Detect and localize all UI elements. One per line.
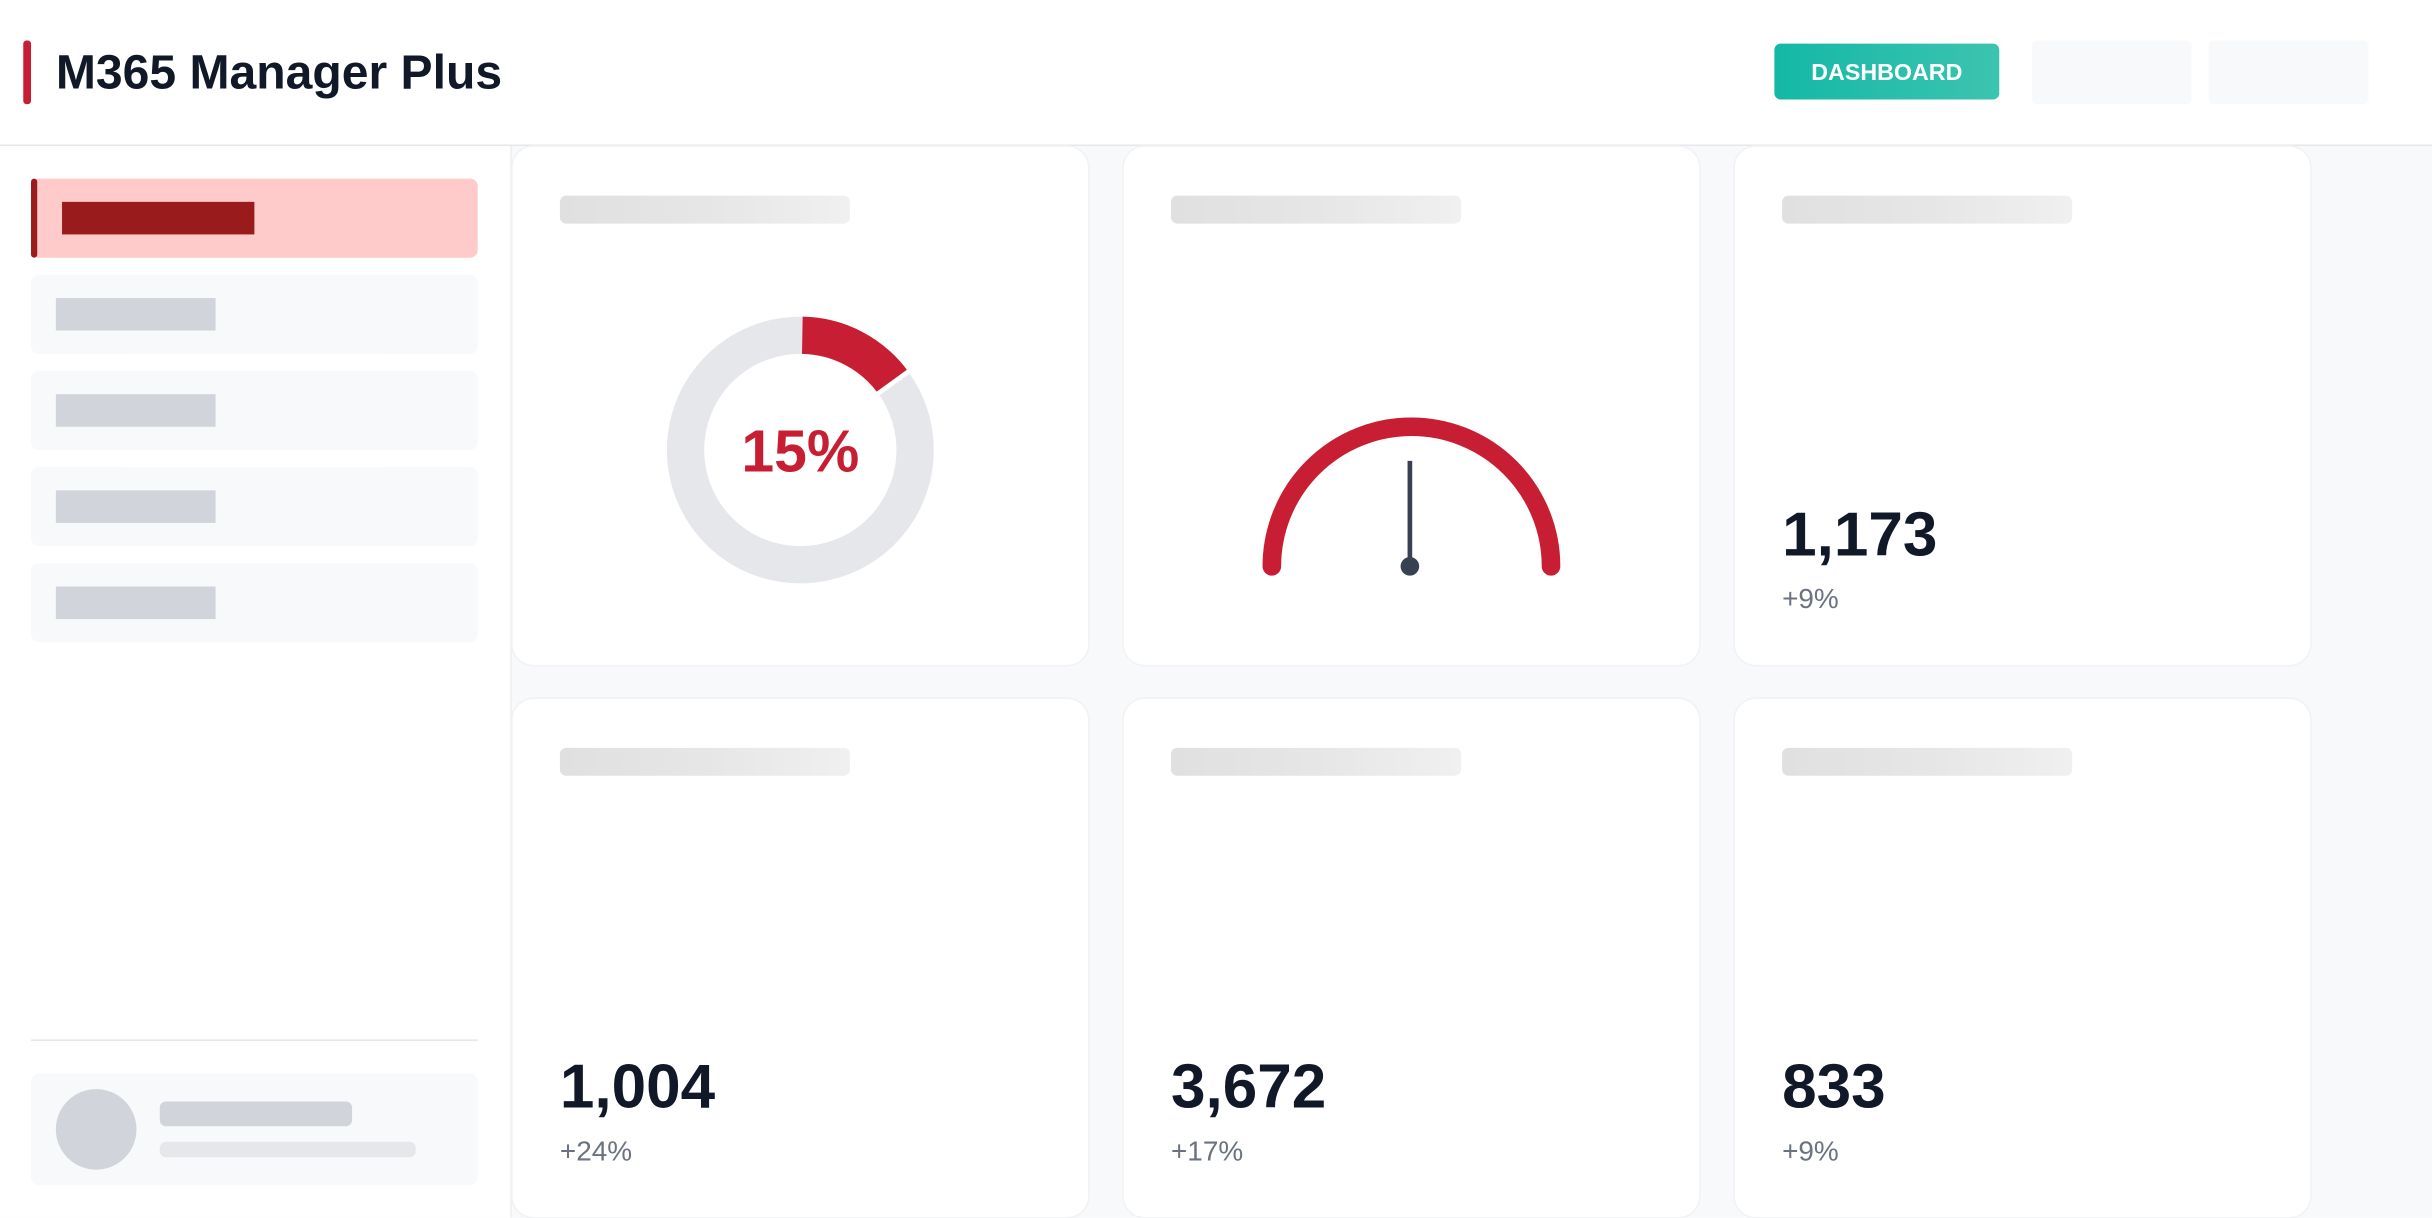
nav-item-placeholder [62,201,255,235]
nav-item-placeholder [55,298,216,331]
nav-placeholder[interactable] [2208,40,2369,105]
donut-gap [875,368,911,397]
stat-change: +9% [1782,583,1839,614]
card-title-placeholder [559,195,850,224]
stat-value: 1,004 [560,1053,716,1122]
card [511,145,1090,667]
card-title-placeholder [1171,747,1462,776]
card [1733,145,2312,667]
nav-item[interactable] [31,467,478,547]
dashboard-button-label[interactable]: DASHBOARD [1811,59,1962,85]
brand-bar [23,40,32,105]
avatar [55,1089,137,1170]
stat-value: 3,672 [1171,1053,1326,1122]
nav-item-placeholder [55,490,216,523]
header [0,0,2432,145]
nav-item-placeholder [55,586,216,620]
stat-change: +24% [560,1135,632,1166]
nav-item-indicator [31,178,38,258]
nav-placeholder[interactable] [2031,40,2192,105]
nav-item[interactable] [31,563,478,643]
stat-change: +17% [1171,1135,1243,1166]
stat-value: 833 [1782,1053,1886,1122]
stat-value: 1,173 [1782,500,1937,569]
donut-arc [801,316,909,394]
gauge-arc [1262,417,1561,576]
donut-label: 15% [741,420,859,485]
donut-track [666,316,934,584]
app-title: M365 Manager Plus [56,46,502,100]
card-title-placeholder [1782,195,2073,224]
card-title-placeholder [559,747,850,776]
profile-name-placeholder [159,1101,353,1127]
card-title-placeholder [1782,747,2073,776]
profile-box[interactable] [31,1073,478,1186]
card-title-placeholder [1171,195,1462,224]
profile-sub-placeholder [159,1141,416,1158]
stat-change: +9% [1782,1135,1839,1166]
nav-item[interactable] [31,274,478,354]
nav-item-placeholder [55,394,216,427]
nav-item[interactable] [31,370,478,451]
gauge-hub [1400,557,1420,576]
card [1122,145,1701,667]
dashboard-button[interactable] [1774,43,2000,100]
